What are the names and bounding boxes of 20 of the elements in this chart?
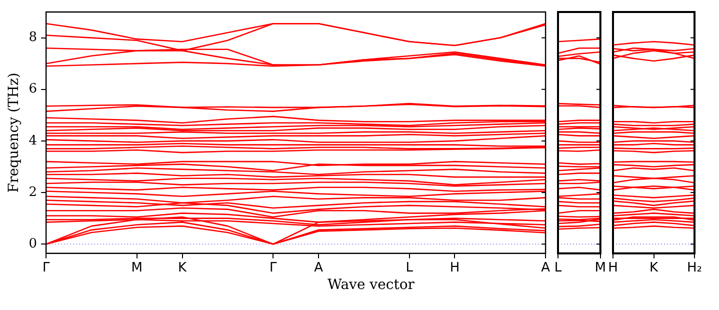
x-tick-label: K <box>178 260 188 276</box>
x-tick-label: A <box>541 260 550 276</box>
x-tick-label: Γ <box>42 260 50 276</box>
y-axis-title: Frequency (THz) <box>6 72 22 193</box>
y-tick-label: 0 <box>28 236 38 252</box>
y-tick-label: 6 <box>28 82 38 97</box>
x-tick-label: L <box>554 260 562 276</box>
x-axis-title: Wave vector <box>326 277 416 293</box>
x-tick-label: L <box>406 260 414 276</box>
x-tick-label: H <box>608 260 618 276</box>
x-tick-label: H <box>450 260 460 276</box>
x-tick-label: M <box>131 260 142 276</box>
y-tick-label: 2 <box>28 184 38 200</box>
x-tick-label: K <box>649 260 658 276</box>
y-tick-label: 8 <box>28 30 38 46</box>
x-tick-label: A <box>314 260 324 276</box>
x-tick-label: M <box>594 260 606 276</box>
y-tick-label: 4 <box>28 133 38 148</box>
x-tick-label: Γ <box>269 260 278 276</box>
x-tick-label: H₂ <box>687 260 702 276</box>
